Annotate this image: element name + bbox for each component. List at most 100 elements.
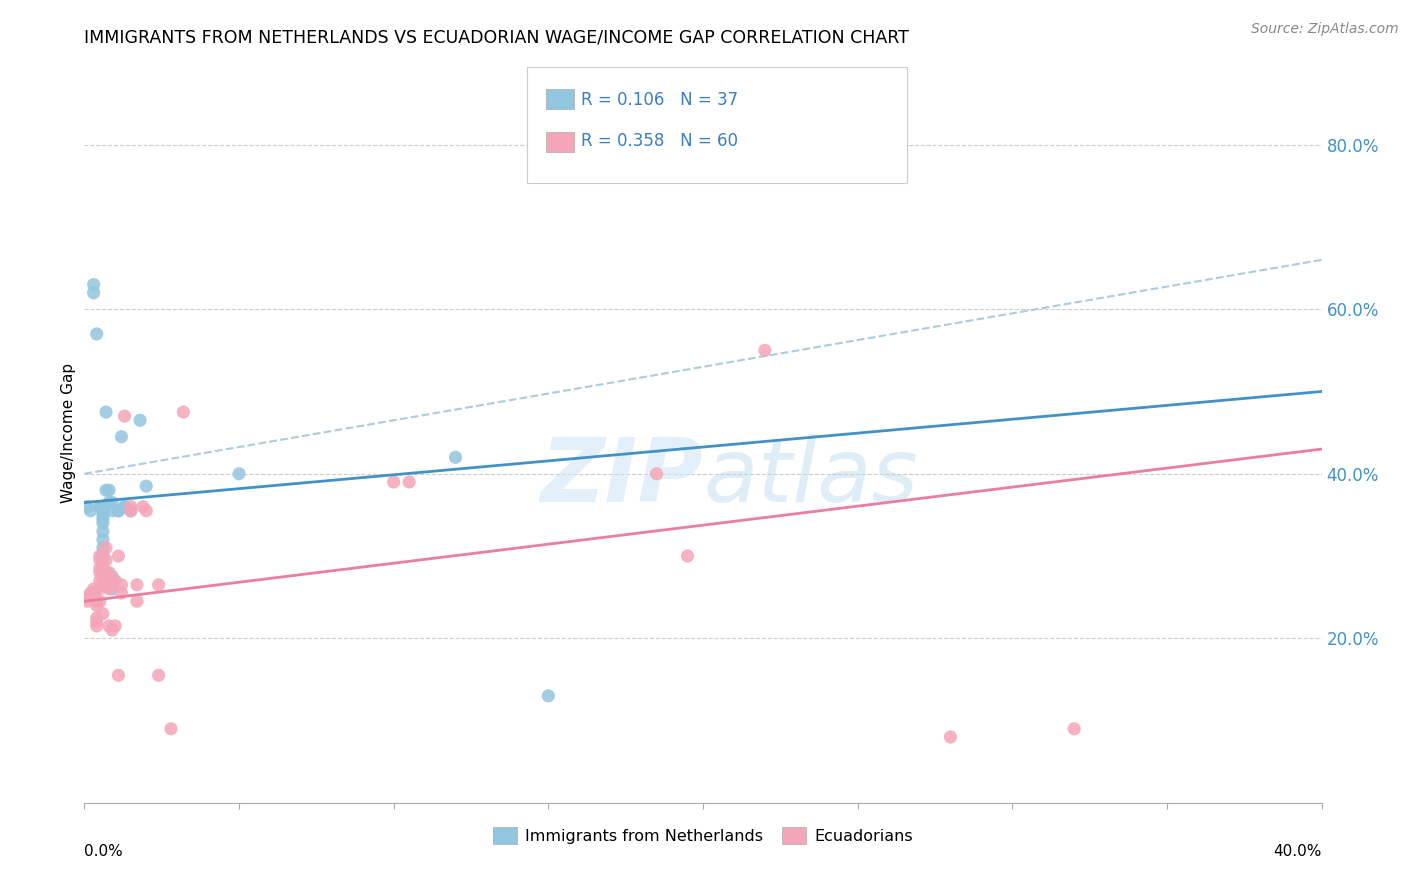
Point	[91, 574, 114, 588]
Point	[107, 504, 129, 518]
Point	[135, 479, 157, 493]
Point	[132, 500, 155, 514]
Point	[94, 569, 117, 583]
Point	[91, 541, 114, 555]
Y-axis label: Wage/Income Gap: Wage/Income Gap	[60, 362, 76, 503]
Point	[89, 549, 111, 563]
Point	[939, 730, 962, 744]
Point	[129, 413, 152, 427]
Point	[79, 504, 101, 518]
Point	[101, 569, 124, 583]
Point	[94, 483, 117, 498]
Point	[89, 500, 111, 514]
Text: R = 0.358   N = 60: R = 0.358 N = 60	[581, 132, 738, 150]
Point	[98, 566, 121, 580]
Point	[110, 430, 132, 444]
Point	[86, 594, 108, 608]
Point	[91, 524, 114, 539]
Point	[76, 594, 98, 608]
Point	[160, 722, 183, 736]
Point	[89, 553, 111, 567]
Point	[676, 549, 699, 563]
Point	[91, 578, 114, 592]
Point	[228, 467, 250, 481]
Point	[120, 504, 142, 518]
Point	[107, 504, 129, 518]
Point	[125, 594, 148, 608]
Point	[86, 326, 108, 341]
Point	[101, 623, 124, 637]
Point	[91, 533, 114, 547]
Point	[114, 500, 136, 514]
Point	[91, 516, 114, 530]
Point	[107, 549, 129, 563]
Point	[135, 504, 157, 518]
Point	[86, 619, 108, 633]
Point	[98, 582, 121, 596]
Point	[86, 610, 108, 624]
Point	[1063, 722, 1085, 736]
Point	[89, 566, 111, 580]
Point	[645, 467, 668, 481]
Text: atlas: atlas	[703, 434, 918, 520]
Point	[101, 578, 124, 592]
Point	[91, 607, 114, 621]
Point	[101, 504, 124, 518]
Point	[94, 553, 117, 567]
Point	[537, 689, 560, 703]
Point	[91, 561, 114, 575]
Point	[89, 500, 111, 514]
Point	[172, 405, 194, 419]
Point	[83, 582, 105, 596]
Text: 0.0%: 0.0%	[84, 844, 124, 858]
Point	[148, 578, 170, 592]
Point	[110, 586, 132, 600]
Point	[76, 590, 98, 604]
Point	[101, 495, 124, 509]
Point	[79, 586, 101, 600]
Point	[94, 541, 117, 555]
Text: IMMIGRANTS FROM NETHERLANDS VS ECUADORIAN WAGE/INCOME GAP CORRELATION CHART: IMMIGRANTS FROM NETHERLANDS VS ECUADORIA…	[84, 29, 910, 47]
Point	[104, 574, 127, 588]
Point	[98, 495, 121, 509]
Text: R = 0.106   N = 37: R = 0.106 N = 37	[581, 91, 738, 109]
Legend: Immigrants from Netherlands, Ecuadorians: Immigrants from Netherlands, Ecuadorians	[486, 821, 920, 850]
Point	[94, 405, 117, 419]
Point	[79, 590, 101, 604]
Point	[444, 450, 467, 465]
Point	[86, 599, 108, 613]
Point	[91, 553, 114, 567]
Point	[754, 343, 776, 358]
Point	[114, 500, 136, 514]
Point	[148, 668, 170, 682]
Text: Source: ZipAtlas.com: Source: ZipAtlas.com	[1251, 22, 1399, 37]
Point	[86, 615, 108, 629]
Point	[110, 578, 132, 592]
Point	[89, 574, 111, 588]
Point	[83, 586, 105, 600]
Point	[94, 578, 117, 592]
Point	[98, 574, 121, 588]
Point	[94, 566, 117, 580]
Point	[91, 504, 114, 518]
Point	[91, 549, 114, 563]
Point	[89, 582, 111, 596]
Point	[101, 582, 124, 596]
Point	[107, 668, 129, 682]
Point	[91, 500, 114, 514]
Point	[91, 561, 114, 575]
Point	[91, 508, 114, 522]
Point	[114, 409, 136, 424]
Point	[91, 549, 114, 563]
Point	[83, 586, 105, 600]
Point	[91, 512, 114, 526]
Text: ZIP: ZIP	[540, 434, 703, 521]
Point	[89, 561, 111, 575]
Point	[382, 475, 405, 489]
Text: 40.0%: 40.0%	[1274, 844, 1322, 858]
Point	[125, 578, 148, 592]
Point	[398, 475, 420, 489]
Point	[89, 594, 111, 608]
Point	[120, 504, 142, 518]
Point	[83, 285, 105, 300]
